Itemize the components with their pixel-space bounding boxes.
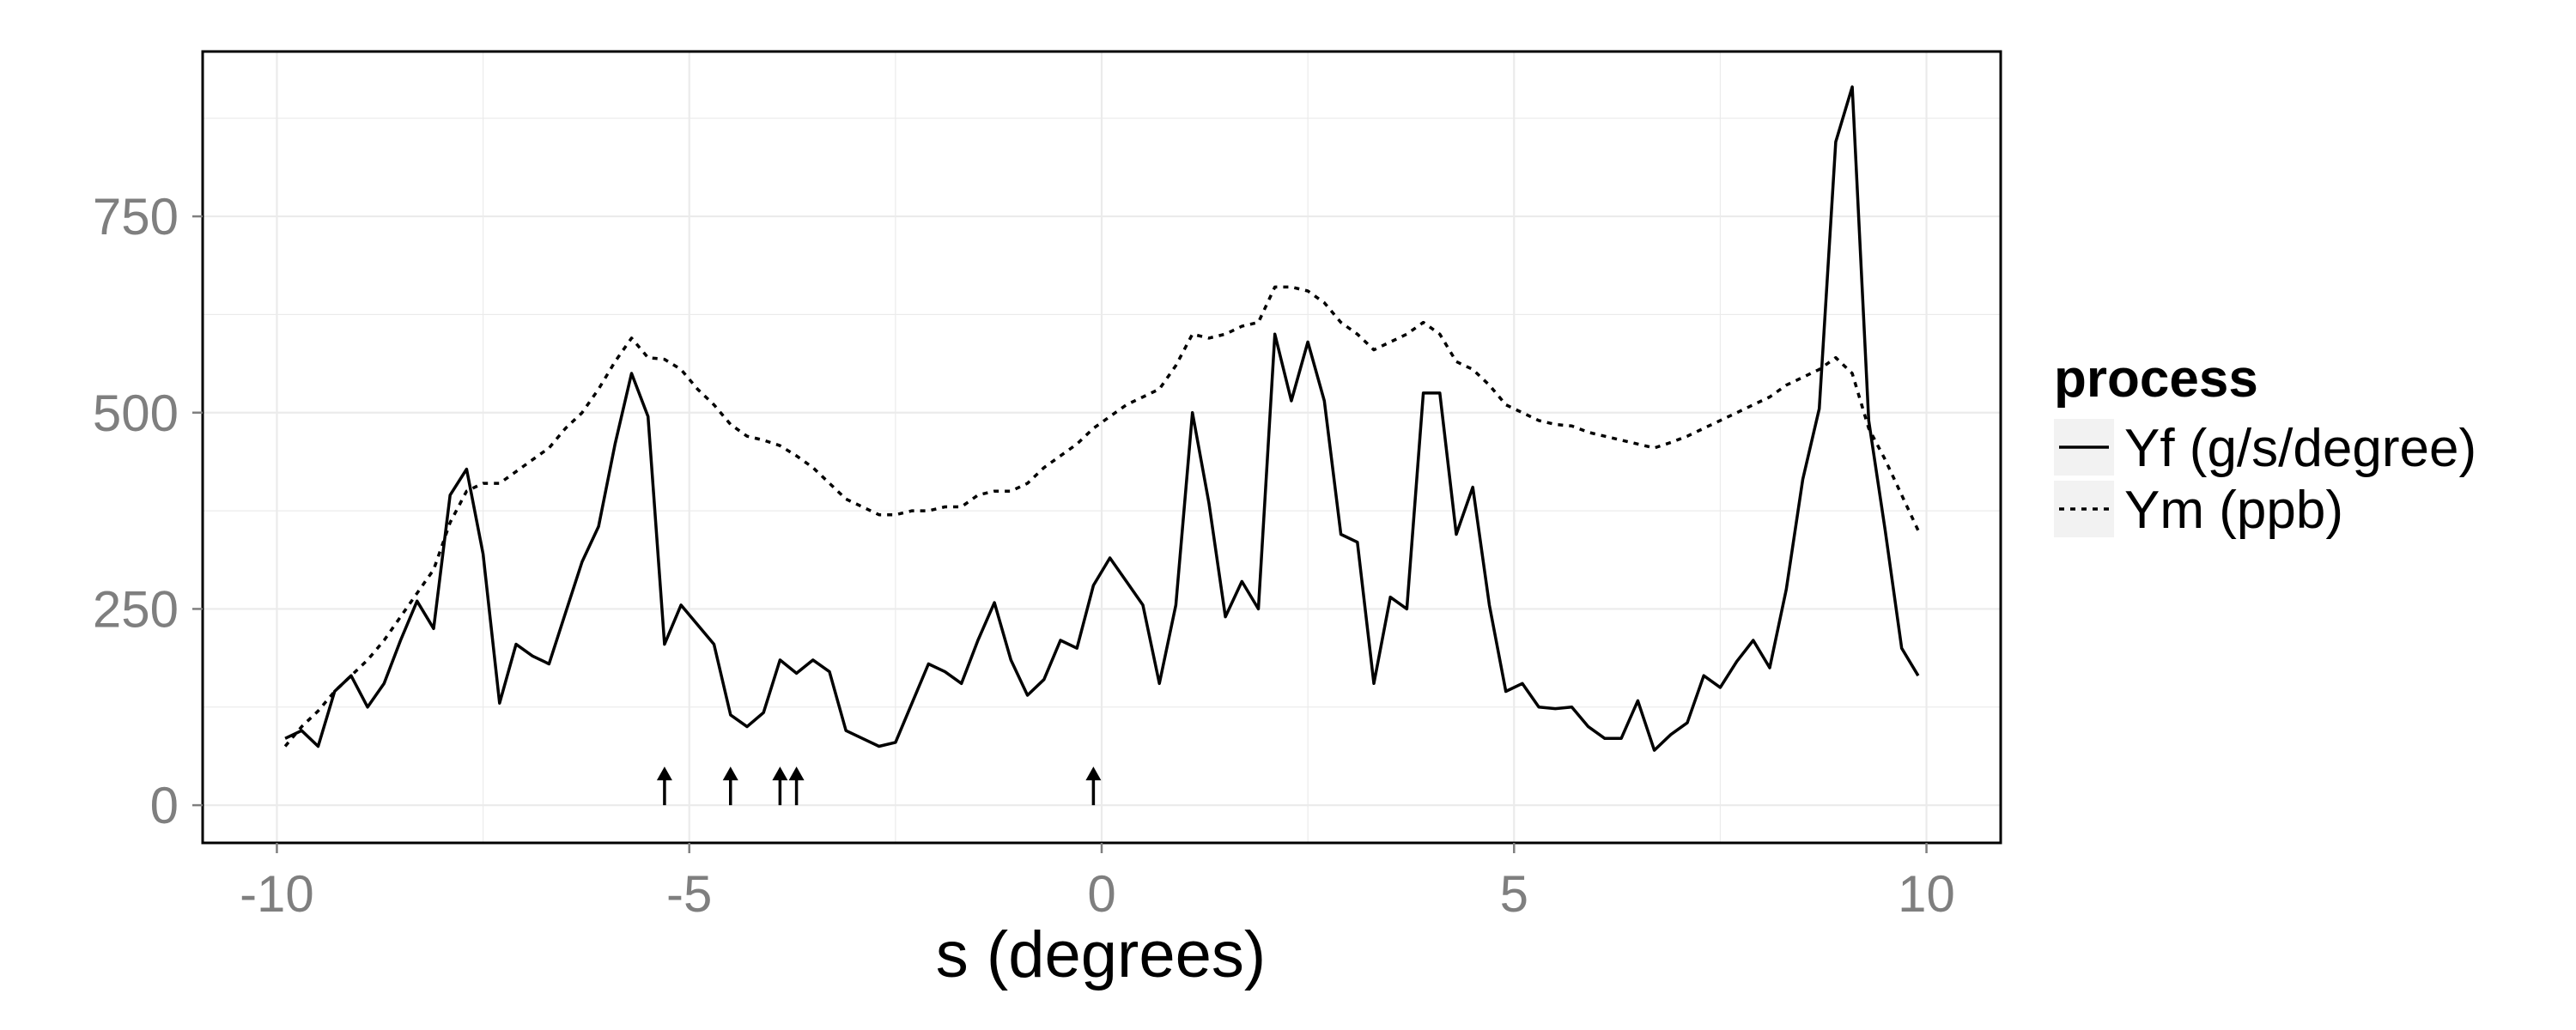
legend-title: process: [2054, 349, 2258, 409]
arrow-marker: [788, 766, 805, 806]
arrow-markers: [656, 766, 1102, 806]
y-axis-ticks: 0 250 500 750: [93, 188, 203, 834]
legend-label-yf: Yf (g/s/degree): [2124, 419, 2476, 478]
series-lines: [283, 85, 1920, 752]
arrow-marker: [722, 766, 738, 806]
x-axis-ticks: -10 -5 0 5 10: [240, 843, 1955, 923]
arrow-marker: [772, 766, 788, 806]
y-tick-label: 500: [93, 385, 179, 442]
x-tick-label: 10: [1898, 865, 1955, 923]
legend-item-yf: Yf (g/s/degree): [2054, 419, 2476, 478]
legend: process Yf (g/s/degree) Ym (ppb): [2054, 349, 2476, 540]
legend-item-ym: Ym (ppb): [2054, 481, 2343, 540]
legend-label-ym: Ym (ppb): [2124, 481, 2343, 540]
x-tick-label: 5: [1500, 865, 1528, 923]
arrow-marker: [1085, 766, 1102, 806]
y-tick-label: 0: [150, 777, 179, 834]
x-tick-label: -10: [240, 865, 314, 923]
x-tick-label: -5: [666, 865, 712, 923]
x-tick-label: 0: [1087, 865, 1115, 923]
y-tick-label: 750: [93, 188, 179, 245]
y-tick-label: 250: [93, 580, 179, 638]
arrow-marker: [656, 766, 672, 806]
series-line-ym: [283, 285, 1920, 748]
grid-lines: [203, 52, 2001, 843]
series-line-yf: [284, 85, 1920, 752]
x-axis-title: s (degrees): [936, 918, 1266, 991]
